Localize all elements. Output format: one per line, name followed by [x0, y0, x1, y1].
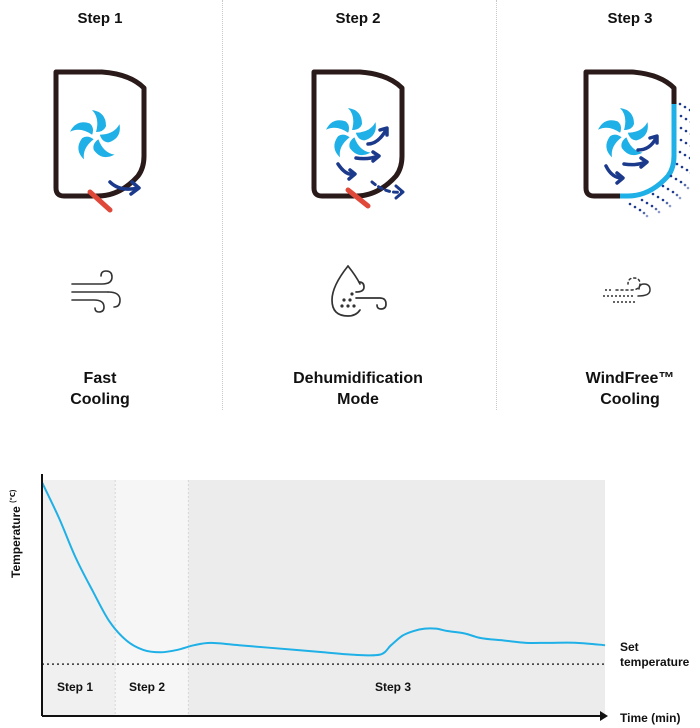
- x-axis-arrowhead: [600, 711, 608, 721]
- step-title: Step 2: [335, 10, 381, 27]
- phase-label-2: Step 2: [129, 680, 166, 694]
- phase-band-1: [42, 480, 116, 716]
- mode-label: Fast Cooling: [70, 370, 130, 408]
- column-divider: [496, 0, 497, 410]
- temperature-chart: [41, 474, 608, 721]
- phase-label-3: Step 3: [375, 680, 412, 694]
- phase-band-3: [188, 480, 605, 716]
- wind-icon: [71, 270, 121, 313]
- droplet-wind-icon: [331, 265, 387, 317]
- phase-label-1: Step 1: [57, 680, 94, 694]
- step-column-2: Step 2: [258, 0, 458, 420]
- phase-band-2: [115, 480, 189, 716]
- x-axis-label: Time (min): [620, 711, 681, 725]
- column-divider: [222, 0, 223, 410]
- step-column-3: Step 3: [530, 0, 700, 420]
- temperature-curve: [41, 481, 606, 657]
- step-column-1: Step 1 Fast Cooling: [0, 0, 200, 420]
- y-axis-label: Temperature (℃): [9, 489, 23, 578]
- gentle-breeze-icon: [603, 277, 651, 303]
- ac-fan-airflow-icon: [311, 69, 405, 209]
- set-temperature-label: Set temperature: [620, 640, 690, 669]
- step-title: Step 1: [77, 10, 123, 27]
- mode-label: WindFree™ Cooling: [585, 370, 675, 408]
- mode-label: Dehumidification Mode: [293, 370, 423, 408]
- step-title: Step 3: [607, 10, 653, 27]
- ac-windfree-micro-holes-icon: [583, 69, 690, 218]
- ac-fan-airflow-icon: [53, 69, 147, 213]
